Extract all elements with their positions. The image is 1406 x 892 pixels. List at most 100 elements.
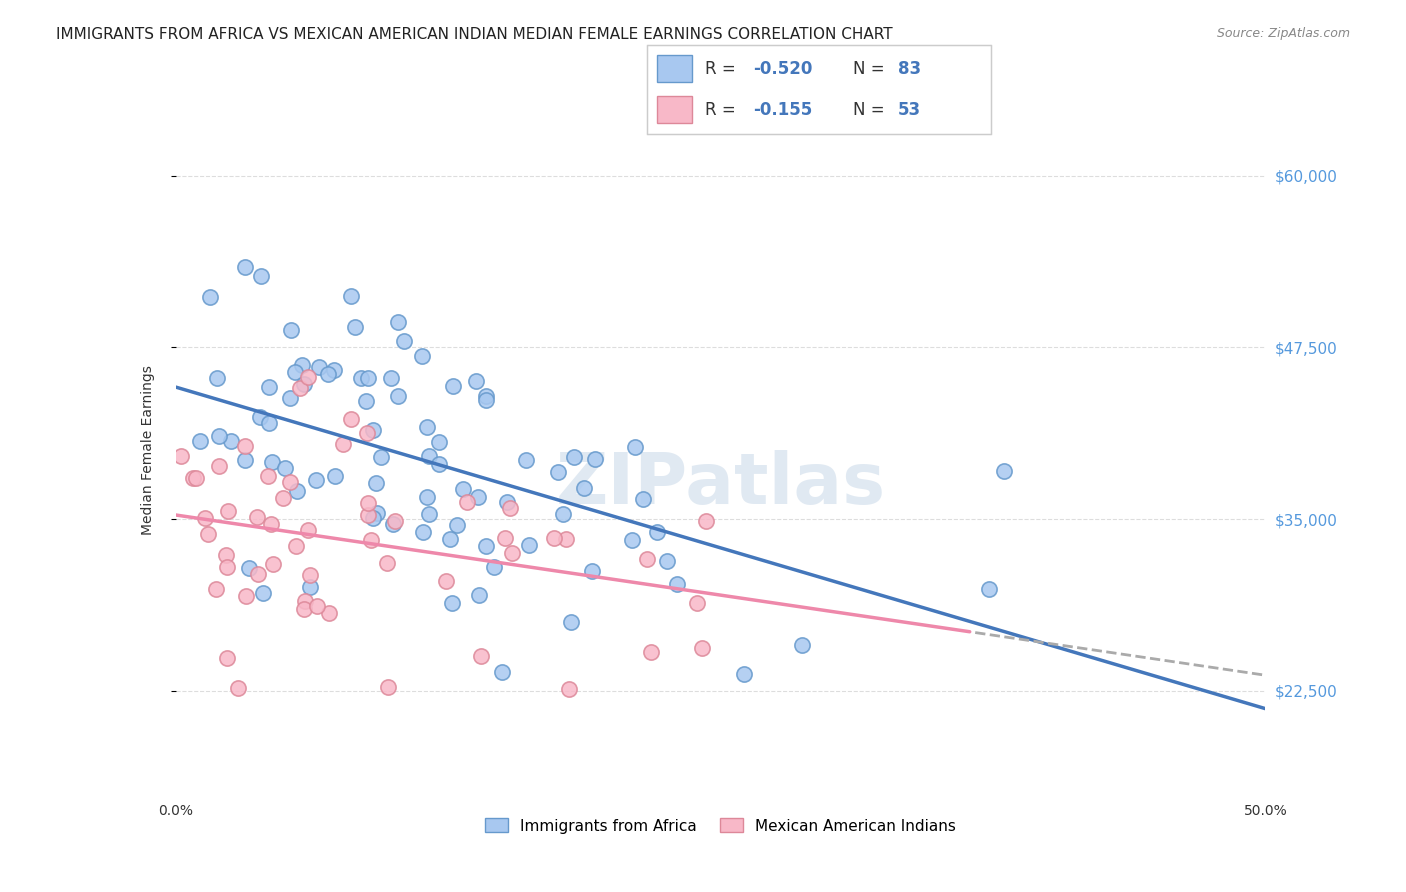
FancyBboxPatch shape xyxy=(657,55,692,82)
Point xyxy=(434,574,457,588)
Point xyxy=(695,514,717,528)
Point xyxy=(572,481,595,495)
Point xyxy=(350,371,373,385)
Point xyxy=(318,606,340,620)
Point xyxy=(233,439,256,453)
Point xyxy=(657,554,679,568)
Point xyxy=(441,379,464,393)
Point xyxy=(332,437,354,451)
Point xyxy=(363,511,385,525)
Point xyxy=(470,648,492,663)
Point xyxy=(464,374,486,388)
Point xyxy=(298,580,321,594)
Point xyxy=(208,458,231,473)
Point xyxy=(517,538,540,552)
Point xyxy=(247,566,270,581)
Point xyxy=(205,370,228,384)
Point xyxy=(583,452,606,467)
Point xyxy=(790,638,813,652)
Point xyxy=(482,560,505,574)
Point xyxy=(357,370,380,384)
Point xyxy=(292,602,315,616)
Point xyxy=(491,665,513,679)
Text: IMMIGRANTS FROM AFRICA VS MEXICAN AMERICAN INDIAN MEDIAN FEMALE EARNINGS CORRELA: IMMIGRANTS FROM AFRICA VS MEXICAN AMERIC… xyxy=(56,27,893,42)
Text: Source: ZipAtlas.com: Source: ZipAtlas.com xyxy=(1216,27,1350,40)
Text: R =: R = xyxy=(706,60,741,78)
Point xyxy=(467,490,489,504)
Point xyxy=(200,290,222,304)
Legend: Immigrants from Africa, Mexican American Indians: Immigrants from Africa, Mexican American… xyxy=(478,811,963,841)
Point xyxy=(262,455,284,469)
Y-axis label: Median Female Earnings: Median Female Earnings xyxy=(141,366,155,535)
Point xyxy=(246,509,269,524)
Point xyxy=(280,475,302,490)
Point xyxy=(977,582,1000,597)
Point xyxy=(257,416,280,430)
Point xyxy=(357,508,380,522)
Point xyxy=(427,434,450,449)
Point xyxy=(624,440,647,454)
Point xyxy=(382,516,405,531)
Point xyxy=(292,376,315,391)
Point xyxy=(686,596,709,610)
Point xyxy=(361,423,384,437)
Point xyxy=(475,393,498,408)
Point xyxy=(620,533,643,547)
Point xyxy=(560,615,582,629)
Point xyxy=(456,495,478,509)
Point xyxy=(252,585,274,599)
Point xyxy=(233,260,256,274)
Point xyxy=(418,507,440,521)
Point xyxy=(308,359,330,374)
Point xyxy=(285,483,308,498)
Point xyxy=(418,449,440,463)
Point xyxy=(666,577,689,591)
Point xyxy=(446,518,468,533)
Point xyxy=(260,517,283,532)
Point xyxy=(217,504,239,518)
Point xyxy=(357,496,380,510)
Point xyxy=(278,391,301,405)
Point xyxy=(451,482,474,496)
Point xyxy=(690,641,713,656)
Point xyxy=(233,452,256,467)
Point xyxy=(440,596,463,610)
Point xyxy=(377,680,399,694)
Point xyxy=(181,471,204,485)
Point xyxy=(274,461,297,475)
Point xyxy=(280,323,302,337)
Point xyxy=(186,471,208,485)
Point xyxy=(394,334,416,348)
Point xyxy=(555,532,578,546)
Point xyxy=(499,501,522,516)
Point xyxy=(633,492,655,507)
Point xyxy=(283,365,305,379)
Point xyxy=(297,524,319,538)
Point xyxy=(256,468,278,483)
Point xyxy=(494,531,516,545)
Point xyxy=(238,561,260,575)
Point xyxy=(219,434,242,448)
Point xyxy=(416,490,439,504)
Point xyxy=(291,358,314,372)
Point xyxy=(640,645,662,659)
Point xyxy=(197,527,219,541)
Point xyxy=(340,411,363,425)
Point xyxy=(294,593,316,607)
Point xyxy=(273,491,295,505)
Point xyxy=(370,450,392,464)
Point xyxy=(226,681,249,695)
Point xyxy=(495,495,517,509)
Point xyxy=(468,588,491,602)
Point xyxy=(411,349,433,363)
Point xyxy=(733,667,755,681)
Point xyxy=(551,507,574,521)
Point xyxy=(645,524,668,539)
Point xyxy=(170,449,193,463)
Text: N =: N = xyxy=(853,101,890,119)
Point xyxy=(356,426,378,441)
Point xyxy=(439,532,461,546)
Point xyxy=(360,533,382,547)
Point xyxy=(475,540,498,554)
Text: ZIPatlas: ZIPatlas xyxy=(555,450,886,519)
